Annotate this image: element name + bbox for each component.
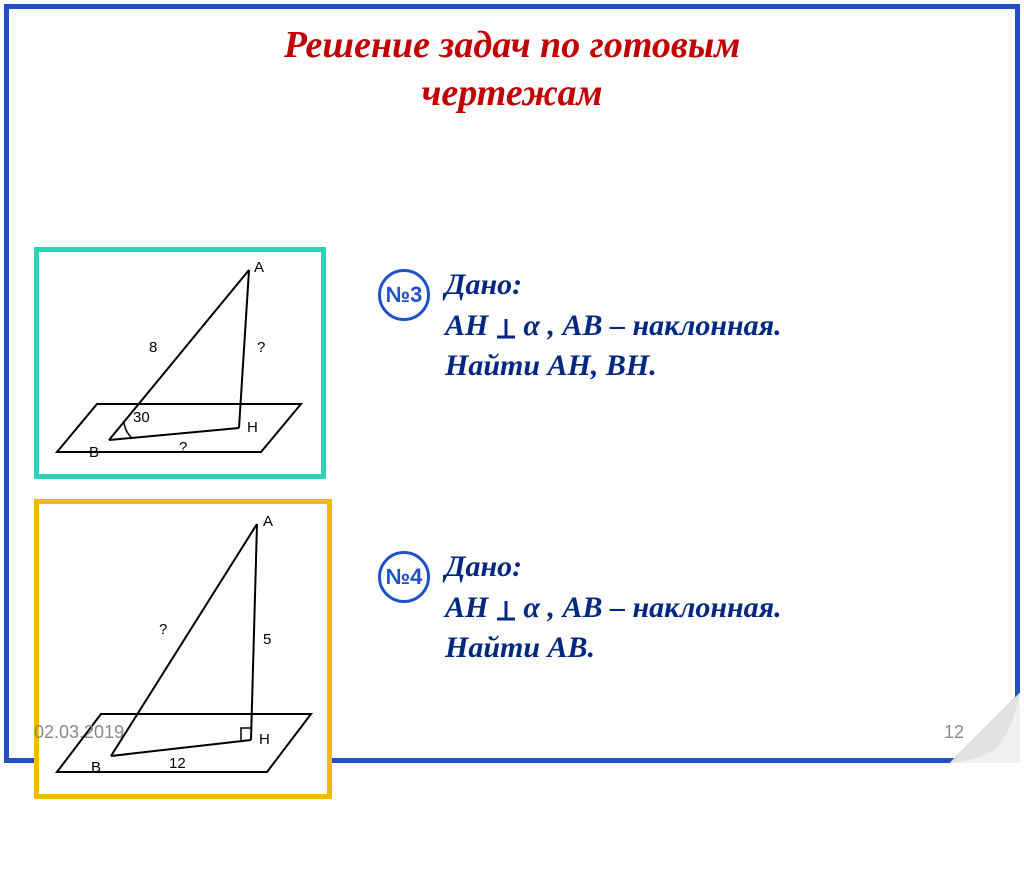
value-5: 5 [263, 631, 271, 648]
p3-l2a: АН [445, 309, 496, 342]
content-area: А В Н 8 30 ? ? №3 Дано: АН α , АВ – накл… [0, 117, 1024, 884]
value-8: 8 [149, 339, 157, 356]
problem-3-text: Дано: АН α , АВ – наклонная. Найти АН, В… [445, 265, 782, 387]
p3-line1: Дано: [445, 265, 782, 306]
q-BH: ? [179, 439, 187, 456]
p4-line1: Дано: [445, 547, 782, 588]
p4-l2b: , АВ – наклонная. [547, 591, 781, 624]
badge-4-label: №4 [386, 564, 423, 590]
label-H: Н [247, 419, 258, 436]
q-AB2: ? [159, 621, 167, 638]
angle-30: 30 [133, 409, 150, 426]
alpha-2: α [523, 591, 540, 624]
page-curl-icon [950, 693, 1020, 763]
perp-icon-2 [496, 599, 516, 621]
footer-date: 02.03.2019 [34, 722, 124, 743]
problem-4-text: Дано: АН α , АВ – наклонная. Найти АВ. [445, 547, 782, 669]
p3-line3: Найти АН, ВН. [445, 346, 782, 387]
p4-line2: АН α , АВ – наклонная. [445, 588, 782, 629]
badge-3: №3 [378, 269, 430, 321]
perp-icon [496, 317, 516, 339]
label-B2: В [91, 759, 101, 776]
label-B: В [89, 444, 99, 461]
label-A2: А [263, 513, 273, 530]
p4-l2a: АН [445, 591, 496, 624]
p4-line3: Найти АВ. [445, 628, 782, 669]
diagram-4-svg: А В Н ? 5 12 [39, 504, 327, 794]
alpha-1: α [523, 309, 540, 342]
diagram-box-3: А В Н 8 30 ? ? [34, 247, 326, 479]
diagram-box-4: А В Н ? 5 12 [34, 499, 332, 799]
badge-3-label: №3 [386, 282, 423, 308]
p3-l2b: , АВ – наклонная. [547, 309, 781, 342]
label-A: А [254, 259, 264, 276]
label-H2: Н [259, 731, 270, 748]
badge-4: №4 [378, 551, 430, 603]
diagram-3-svg: А В Н 8 30 ? ? [39, 252, 321, 474]
p3-line2: АН α , АВ – наклонная. [445, 306, 782, 347]
q-AH: ? [257, 339, 265, 356]
value-12: 12 [169, 755, 186, 772]
